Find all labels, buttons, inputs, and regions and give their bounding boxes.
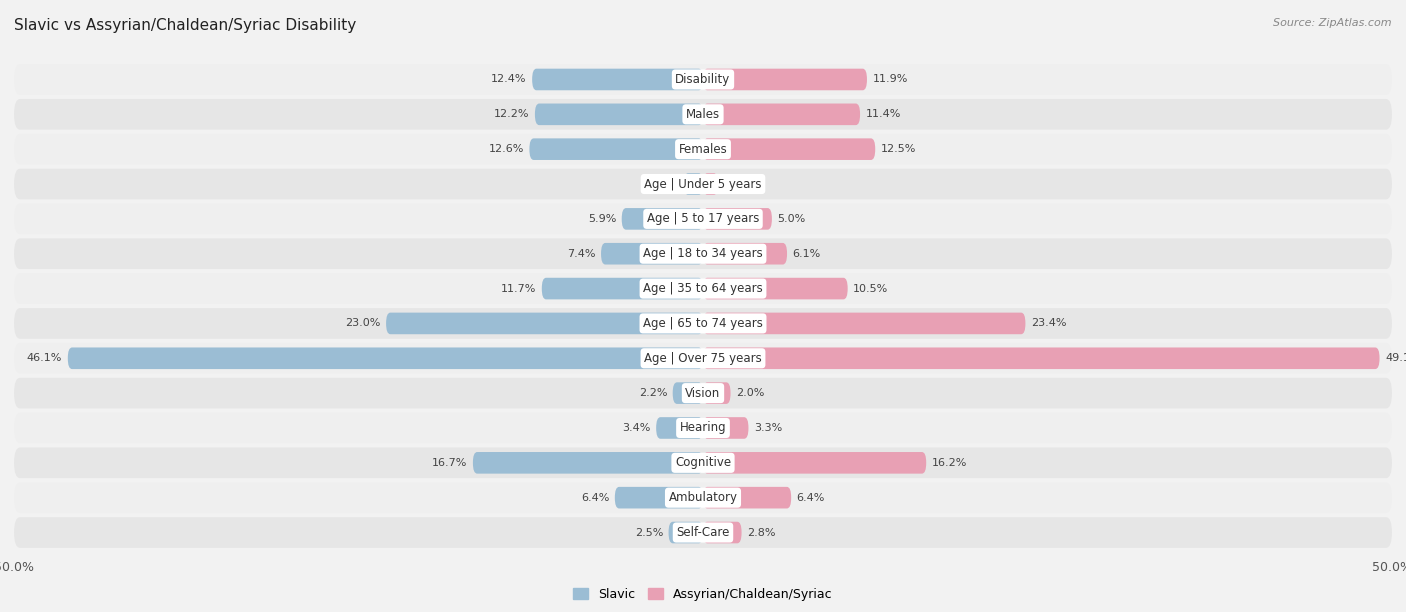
FancyBboxPatch shape xyxy=(534,103,703,125)
FancyBboxPatch shape xyxy=(703,103,860,125)
Text: 12.2%: 12.2% xyxy=(494,110,530,119)
FancyBboxPatch shape xyxy=(472,452,703,474)
Text: Females: Females xyxy=(679,143,727,155)
FancyBboxPatch shape xyxy=(531,69,703,91)
Text: 2.2%: 2.2% xyxy=(638,388,668,398)
FancyBboxPatch shape xyxy=(703,348,1379,369)
Text: 7.4%: 7.4% xyxy=(567,248,596,259)
FancyBboxPatch shape xyxy=(600,243,703,264)
Text: 5.0%: 5.0% xyxy=(778,214,806,224)
Text: 2.5%: 2.5% xyxy=(634,528,664,537)
FancyBboxPatch shape xyxy=(621,208,703,230)
FancyBboxPatch shape xyxy=(14,343,1392,373)
Text: Hearing: Hearing xyxy=(679,422,727,435)
FancyBboxPatch shape xyxy=(703,69,868,91)
FancyBboxPatch shape xyxy=(703,521,741,543)
Text: 3.4%: 3.4% xyxy=(623,423,651,433)
Text: 6.4%: 6.4% xyxy=(797,493,825,502)
FancyBboxPatch shape xyxy=(14,273,1392,304)
Text: 1.4%: 1.4% xyxy=(650,179,678,189)
FancyBboxPatch shape xyxy=(14,64,1392,95)
FancyBboxPatch shape xyxy=(657,417,703,439)
Text: 16.7%: 16.7% xyxy=(432,458,467,468)
Text: Cognitive: Cognitive xyxy=(675,457,731,469)
Text: 1.1%: 1.1% xyxy=(724,179,752,189)
FancyBboxPatch shape xyxy=(14,239,1392,269)
FancyBboxPatch shape xyxy=(14,134,1392,165)
Text: 12.5%: 12.5% xyxy=(880,144,917,154)
FancyBboxPatch shape xyxy=(530,138,703,160)
Text: 10.5%: 10.5% xyxy=(853,283,889,294)
Text: Age | Under 5 years: Age | Under 5 years xyxy=(644,177,762,190)
FancyBboxPatch shape xyxy=(703,243,787,264)
FancyBboxPatch shape xyxy=(67,348,703,369)
FancyBboxPatch shape xyxy=(14,378,1392,408)
FancyBboxPatch shape xyxy=(683,173,703,195)
FancyBboxPatch shape xyxy=(703,417,748,439)
Text: 12.4%: 12.4% xyxy=(491,75,527,84)
Text: Age | 5 to 17 years: Age | 5 to 17 years xyxy=(647,212,759,225)
FancyBboxPatch shape xyxy=(669,521,703,543)
Text: 16.2%: 16.2% xyxy=(932,458,967,468)
Text: Self-Care: Self-Care xyxy=(676,526,730,539)
Text: 6.1%: 6.1% xyxy=(793,248,821,259)
FancyBboxPatch shape xyxy=(541,278,703,299)
FancyBboxPatch shape xyxy=(14,517,1392,548)
FancyBboxPatch shape xyxy=(14,169,1392,200)
FancyBboxPatch shape xyxy=(703,208,772,230)
Text: 6.4%: 6.4% xyxy=(581,493,609,502)
Text: 23.0%: 23.0% xyxy=(346,318,381,329)
FancyBboxPatch shape xyxy=(14,204,1392,234)
Text: Age | 35 to 64 years: Age | 35 to 64 years xyxy=(643,282,763,295)
Text: 11.4%: 11.4% xyxy=(866,110,901,119)
Text: 3.3%: 3.3% xyxy=(754,423,782,433)
Text: Source: ZipAtlas.com: Source: ZipAtlas.com xyxy=(1274,18,1392,28)
Legend: Slavic, Assyrian/Chaldean/Syriac: Slavic, Assyrian/Chaldean/Syriac xyxy=(568,583,838,606)
FancyBboxPatch shape xyxy=(14,412,1392,443)
Text: 2.0%: 2.0% xyxy=(737,388,765,398)
FancyBboxPatch shape xyxy=(14,308,1392,339)
Text: 23.4%: 23.4% xyxy=(1031,318,1066,329)
Text: Vision: Vision xyxy=(685,387,721,400)
FancyBboxPatch shape xyxy=(14,99,1392,130)
FancyBboxPatch shape xyxy=(703,382,731,404)
Text: Males: Males xyxy=(686,108,720,121)
FancyBboxPatch shape xyxy=(703,487,792,509)
FancyBboxPatch shape xyxy=(14,482,1392,513)
Text: Ambulatory: Ambulatory xyxy=(668,491,738,504)
Text: Age | Over 75 years: Age | Over 75 years xyxy=(644,352,762,365)
Text: 5.9%: 5.9% xyxy=(588,214,616,224)
Text: Slavic vs Assyrian/Chaldean/Syriac Disability: Slavic vs Assyrian/Chaldean/Syriac Disab… xyxy=(14,18,356,34)
FancyBboxPatch shape xyxy=(703,278,848,299)
Text: Disability: Disability xyxy=(675,73,731,86)
Text: 11.7%: 11.7% xyxy=(501,283,536,294)
FancyBboxPatch shape xyxy=(703,313,1025,334)
Text: 49.1%: 49.1% xyxy=(1385,353,1406,364)
Text: Age | 65 to 74 years: Age | 65 to 74 years xyxy=(643,317,763,330)
FancyBboxPatch shape xyxy=(703,173,718,195)
FancyBboxPatch shape xyxy=(14,447,1392,478)
FancyBboxPatch shape xyxy=(387,313,703,334)
FancyBboxPatch shape xyxy=(703,138,875,160)
FancyBboxPatch shape xyxy=(614,487,703,509)
Text: 11.9%: 11.9% xyxy=(873,75,908,84)
Text: 46.1%: 46.1% xyxy=(27,353,62,364)
Text: Age | 18 to 34 years: Age | 18 to 34 years xyxy=(643,247,763,260)
Text: 12.6%: 12.6% xyxy=(488,144,524,154)
Text: 2.8%: 2.8% xyxy=(747,528,776,537)
FancyBboxPatch shape xyxy=(672,382,703,404)
FancyBboxPatch shape xyxy=(703,452,927,474)
